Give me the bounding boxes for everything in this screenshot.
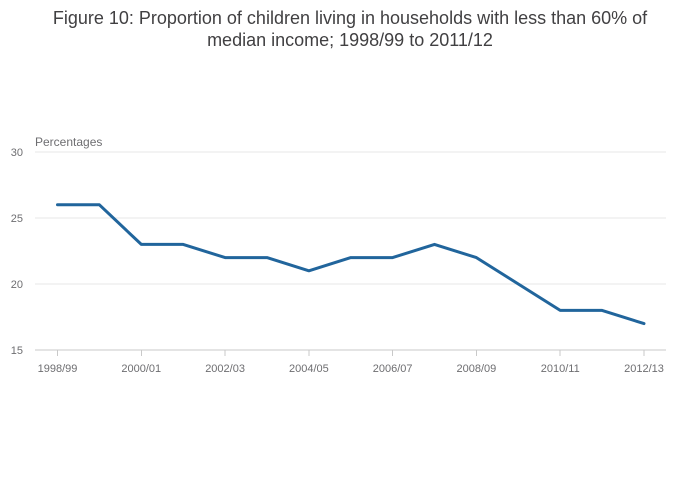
trend-line	[56, 203, 646, 326]
y-tick-label: 20	[11, 279, 23, 291]
y-axis-unit-label: Percentages	[35, 135, 103, 149]
x-tick-label: 2000/01	[121, 363, 161, 375]
x-tick-labels: 1998/99 2000/01 2002/03 2004/05 2006/07 2008/…	[38, 363, 664, 375]
figure-title: Figure 10: Proportion of children living…	[52, 8, 648, 50]
y-tick-label: 25	[11, 213, 23, 225]
x-tick-label: 2004/05	[289, 363, 329, 375]
x-tick-label: 2006/07	[373, 363, 413, 375]
y-tick-labels: 30 25 20 15	[11, 147, 23, 357]
x-tick-label: 2002/03	[205, 363, 245, 375]
y-tick-label: 15	[11, 345, 23, 357]
y-tick-label: 30	[11, 147, 23, 159]
x-tick-label: 2010/11	[541, 363, 580, 375]
x-tick-label: 1998/99	[38, 363, 78, 375]
x-tick-marks	[57, 350, 645, 356]
x-tick-label: 2008/09	[457, 363, 497, 375]
y-gridlines	[35, 151, 666, 351]
x-tick-label: 2012/13	[624, 363, 664, 375]
